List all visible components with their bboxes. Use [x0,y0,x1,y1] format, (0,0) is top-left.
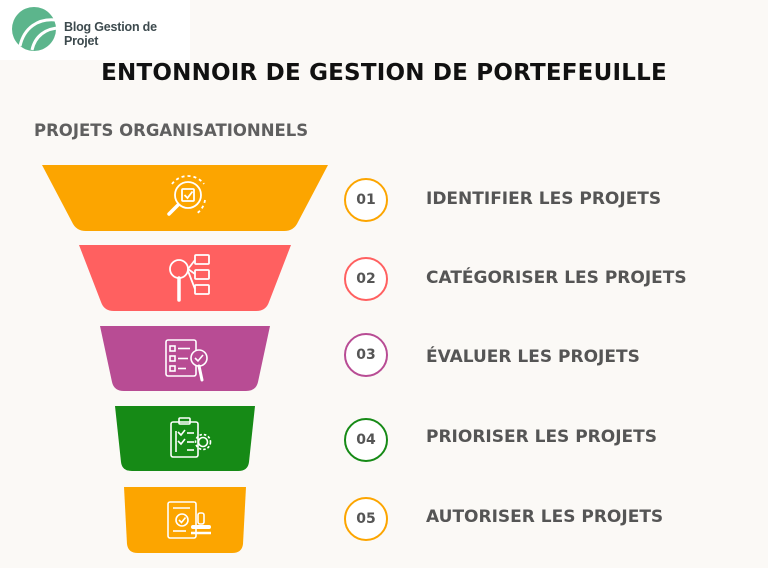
step-label-3: ÉVALUER LES PROJETS [426,347,640,367]
step-label-5: AUTORISER LES PROJETS [426,507,664,527]
step-number-1: 01 [344,178,388,222]
step-number-5: 05 [344,497,388,541]
step-label-4: PRIORISER LES PROJETS [426,427,657,447]
step-number-4: 04 [344,418,388,462]
step-label-1: IDENTIFIER LES PROJETS [426,189,662,209]
step-number-2: 02 [344,257,388,301]
funnel-segment-5 [124,487,246,553]
step-label-2: CATÉGORISER LES PROJETS [426,268,687,288]
brand-name: Blog Gestion de Projet [64,20,157,48]
leaf-logo-icon [12,7,61,51]
logo: Blog Gestion de Projet [0,0,190,60]
clipboard-gear-icon [170,417,212,458]
funnel-segment-2 [79,245,291,311]
step-number-3: 03 [344,333,388,377]
funnel-segment-4 [115,406,255,471]
funnel-segment-1 [42,165,328,231]
page-title: ENTONNOIR DE GESTION DE PORTEFEUILLE [101,60,667,86]
magnifier-list-icon [169,254,210,302]
magnifier-check-icon [167,175,206,216]
checklist-magnifier-icon [165,339,208,382]
funnel-subtitle: PROJETS ORGANISATIONNELS [34,121,309,140]
document-stamp-icon [167,501,211,539]
